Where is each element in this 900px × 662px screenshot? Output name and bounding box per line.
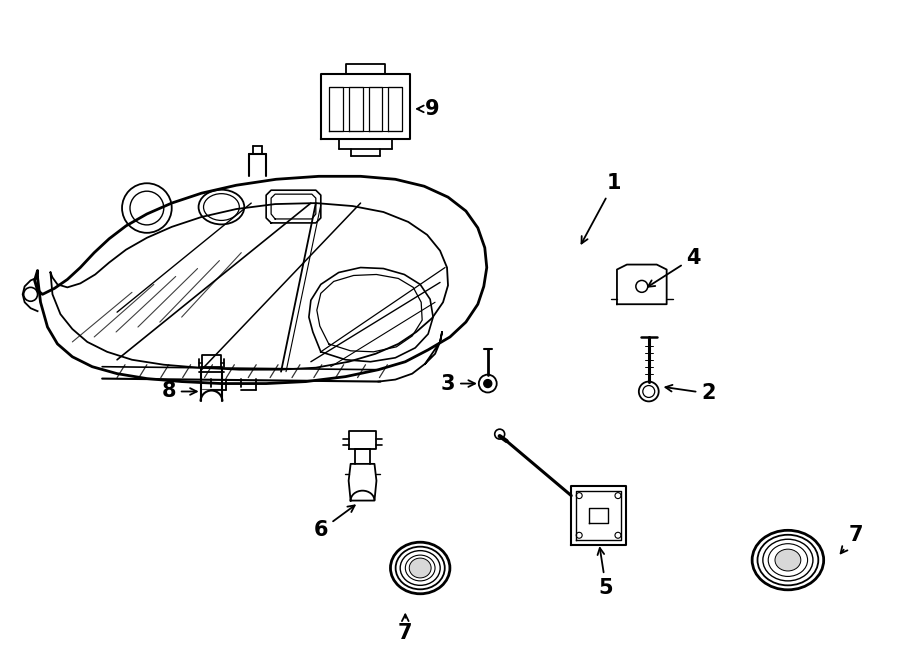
Text: 9: 9	[417, 99, 439, 119]
Text: 6: 6	[313, 505, 355, 540]
Text: 4: 4	[648, 248, 701, 287]
Text: 2: 2	[665, 383, 716, 403]
Text: 7: 7	[398, 614, 412, 643]
Text: 3: 3	[441, 373, 475, 393]
Ellipse shape	[775, 549, 801, 571]
Text: 5: 5	[598, 548, 613, 598]
Circle shape	[484, 379, 491, 387]
Text: 1: 1	[581, 173, 621, 244]
Ellipse shape	[410, 558, 431, 578]
Text: 8: 8	[161, 381, 197, 401]
Text: 7: 7	[841, 525, 863, 553]
